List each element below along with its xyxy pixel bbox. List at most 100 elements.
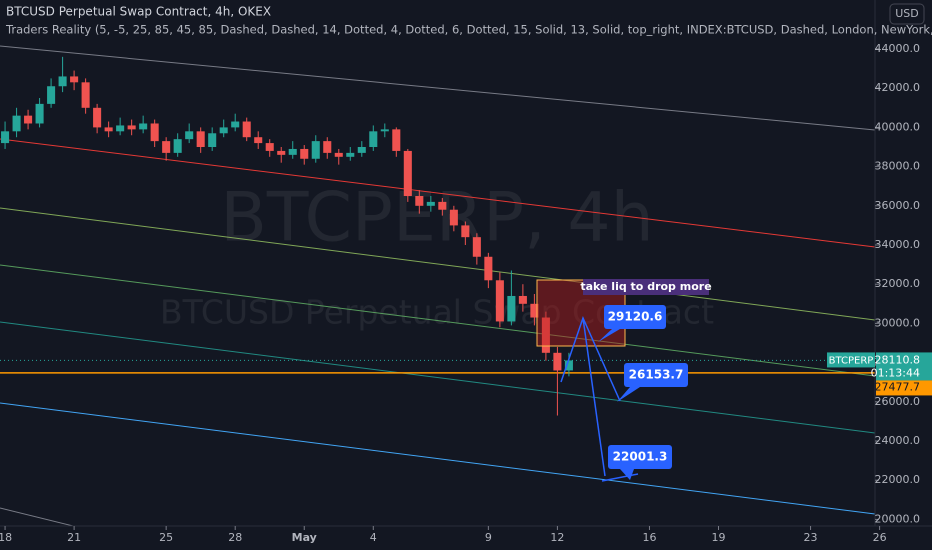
target-label: [604, 305, 666, 329]
x-tick-label: 23: [804, 531, 818, 544]
candle-body: [173, 139, 182, 153]
y-tick-label: 24000.0: [875, 434, 921, 447]
y-tick-label: 26000.0: [875, 395, 921, 408]
candle-body: [415, 196, 424, 206]
candle-body: [346, 152, 355, 157]
candle-body: [162, 141, 171, 153]
channel-line: [0, 264, 876, 377]
candle-body: [24, 115, 33, 124]
candle-body: [81, 82, 90, 108]
candle-body: [127, 125, 136, 130]
candle-body: [507, 295, 516, 322]
candle-body: [93, 107, 102, 128]
level-tag: [876, 380, 932, 396]
candle-body: [518, 295, 527, 304]
candle-body: [219, 127, 228, 134]
price-axis: [875, 0, 932, 550]
candle-body: [323, 141, 332, 153]
candle-body: [150, 123, 159, 142]
y-tick-label: 44000.0: [875, 42, 921, 55]
x-tick-label: 28: [228, 531, 242, 544]
channel-line: [0, 402, 876, 515]
candle-body: [311, 141, 320, 159]
candle-body: [1, 131, 10, 144]
drawings: take liq to drop more 29120.6 26153.7 22…: [536, 279, 712, 482]
candle-body: [357, 147, 366, 153]
channel-line: [0, 138, 876, 248]
channel-line: [0, 207, 876, 321]
x-tick-label: 16: [642, 531, 656, 544]
y-tick-label: 36000.0: [875, 199, 921, 212]
target-text: 22001.3: [613, 450, 668, 464]
candle-body: [208, 133, 217, 148]
currency-button[interactable]: [889, 3, 925, 25]
candle-body: [139, 123, 148, 130]
x-tick-label: 9: [485, 531, 492, 544]
candle-body: [495, 280, 504, 322]
projection: [601, 473, 639, 482]
y-tick-label: 34000.0: [875, 238, 921, 251]
currency[interactable]: USD: [895, 7, 919, 20]
candle-body: [288, 148, 297, 155]
candle-body: [484, 256, 493, 281]
candle-body: [277, 150, 286, 155]
y-tick-label: 30000.0: [875, 316, 921, 329]
candle-body: [231, 121, 240, 128]
y-tick-label: 40000.0: [875, 120, 921, 133]
symbol-tag: [827, 352, 875, 368]
candle-body: [196, 131, 205, 148]
target-label: [624, 363, 688, 387]
x-tick-label: 25: [159, 531, 173, 544]
candle-body: [254, 137, 263, 144]
axes: 20000.022000.024000.026000.028000.030000…: [0, 42, 932, 544]
y-tick-label: 20000.0: [875, 512, 921, 525]
candle-body: [334, 152, 343, 157]
candle-body: [461, 225, 470, 238]
candle-body: [104, 127, 113, 132]
target-pointer: [598, 329, 620, 342]
candle-body: [242, 121, 251, 138]
note: take liq to drop more: [580, 280, 711, 293]
candle-body: [449, 209, 458, 226]
candles: [1, 56, 573, 416]
candle-body: [392, 129, 401, 151]
target-text: 29120.6: [608, 310, 663, 324]
y-tick-label: 38000.0: [875, 160, 921, 173]
candle-body: [185, 131, 194, 140]
candle-body: [553, 352, 562, 371]
projection: [582, 317, 606, 477]
note-bg: [583, 279, 709, 295]
target-pointer: [617, 387, 640, 402]
x-tick-label: 26: [873, 531, 887, 544]
candle-body: [369, 131, 378, 148]
candle-body: [472, 237, 481, 257]
x-tick-label: 21: [67, 531, 81, 544]
target-text: 26153.7: [629, 368, 684, 382]
last-price-text: 28110.8: [875, 353, 921, 366]
target-label: [608, 445, 672, 469]
candle-body: [564, 360, 573, 371]
channel-line: [0, 45, 876, 131]
candle-body: [58, 76, 67, 87]
candle-body: [35, 103, 44, 124]
x-tick-label: 4: [370, 531, 377, 544]
candle-body: [12, 115, 21, 132]
watermark: BTCPERP, 4h: [220, 179, 654, 258]
symbol-tag-text: BTCPERP: [829, 355, 874, 366]
candle-body: [265, 143, 274, 151]
candle-body: [438, 201, 447, 210]
candle-body: [541, 317, 550, 353]
candle-body: [426, 201, 435, 206]
candle-body: [47, 86, 56, 104]
x-tick-label: May: [292, 531, 317, 544]
y-tick-label: 42000.0: [875, 81, 921, 94]
level-text: 27477.7: [875, 380, 921, 393]
x-tick-label: 19: [712, 531, 726, 544]
time-axis: [0, 526, 932, 550]
chart-title: BTCUSD Perpetual Swap Contract, 4h, OKEX: [6, 5, 271, 19]
candle-body: [70, 76, 79, 83]
candle-body: [403, 150, 412, 197]
candle-body: [116, 125, 125, 132]
